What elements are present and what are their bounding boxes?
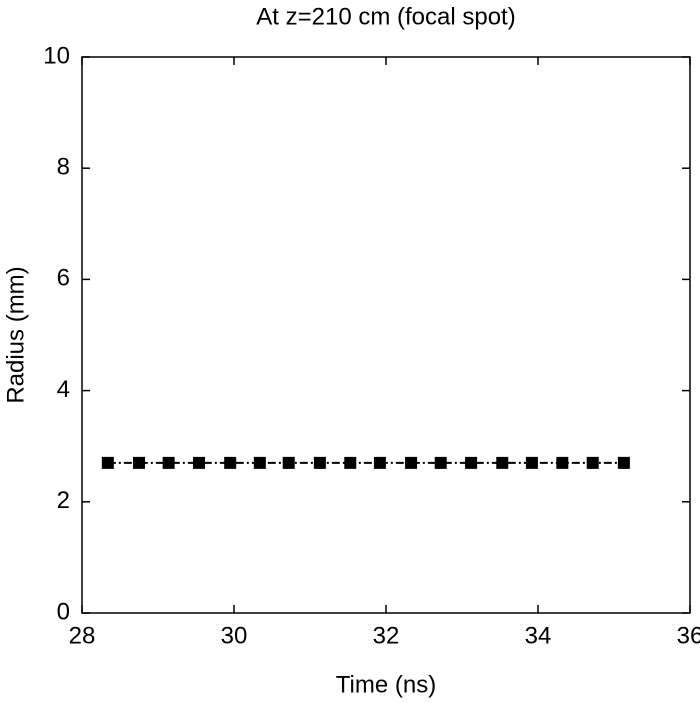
x-tick-label: 28 bbox=[69, 622, 96, 649]
data-point bbox=[133, 456, 145, 469]
y-tick-label: 8 bbox=[57, 154, 70, 181]
data-point bbox=[405, 456, 418, 469]
data-point bbox=[162, 456, 175, 469]
data-point bbox=[465, 456, 478, 469]
data-point bbox=[373, 456, 386, 469]
y-tick-label: 6 bbox=[57, 265, 70, 292]
y-axis-label: Radius (mm) bbox=[2, 266, 29, 403]
data-point bbox=[556, 456, 569, 469]
data-point bbox=[101, 456, 114, 469]
x-tick-label: 36 bbox=[677, 622, 700, 649]
x-tick-label: 32 bbox=[373, 622, 400, 649]
data-point bbox=[434, 456, 447, 469]
y-tick-label: 0 bbox=[57, 598, 70, 625]
data-point bbox=[193, 456, 206, 469]
x-tick-label: 34 bbox=[525, 622, 552, 649]
data-point bbox=[496, 456, 509, 469]
y-tick-label: 4 bbox=[57, 376, 70, 403]
chart-title: At z=210 cm (focal spot) bbox=[256, 3, 515, 30]
y-tick-label: 10 bbox=[43, 42, 70, 69]
data-point bbox=[525, 456, 538, 469]
data-point bbox=[586, 456, 599, 469]
data-point bbox=[253, 456, 266, 469]
plot-frame bbox=[81, 56, 691, 614]
data-point bbox=[344, 456, 357, 469]
data-point bbox=[617, 456, 630, 469]
data-point bbox=[224, 456, 237, 469]
data-point bbox=[313, 456, 326, 469]
y-tick-label: 2 bbox=[57, 487, 70, 514]
data-point bbox=[282, 456, 295, 469]
x-axis-label: Time (ns) bbox=[336, 671, 436, 698]
x-tick-label: 30 bbox=[221, 622, 248, 649]
